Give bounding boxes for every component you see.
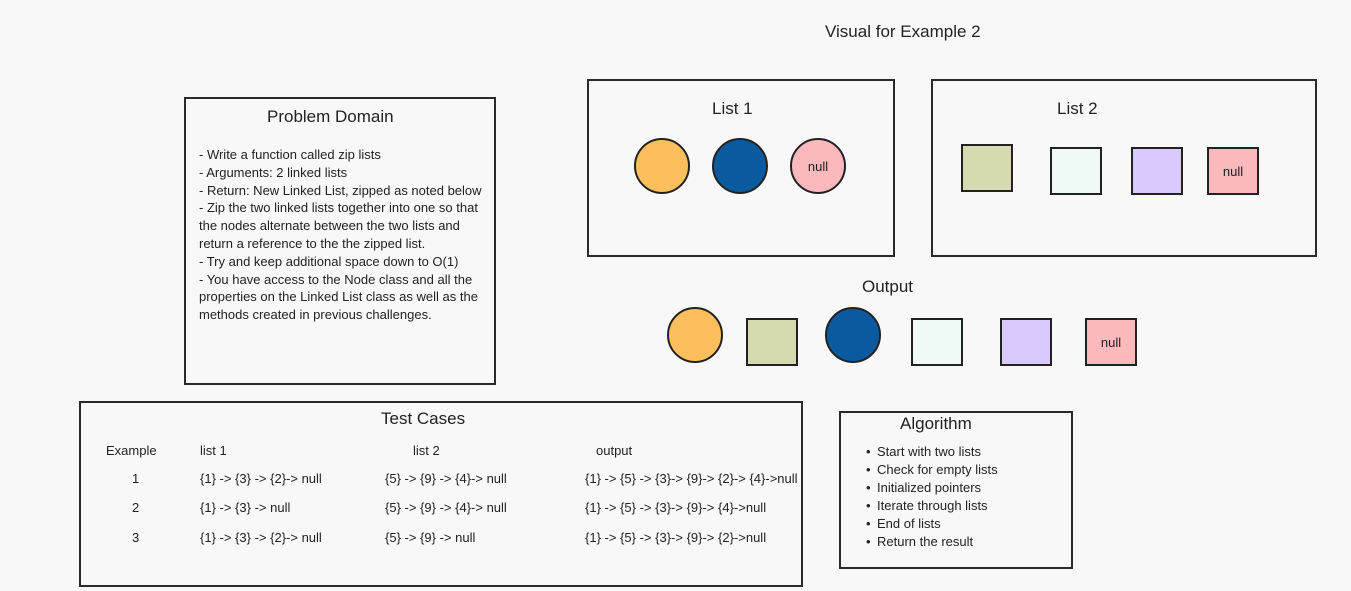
algorithm-steps: Start with two lists Check for empty lis… <box>866 443 998 551</box>
list2-node-2 <box>1050 147 1102 195</box>
domain-line: - Return: New Linked List, zipped as not… <box>199 182 482 198</box>
cell-output: {1} -> {5} -> {3}-> {9}-> {2}-> {4}->nul… <box>585 471 798 486</box>
cell-example: 1 <box>132 471 140 486</box>
algorithm-step: Iterate through lists <box>866 497 998 515</box>
cell-list2: {5} -> {9} -> null <box>385 530 476 545</box>
algorithm-step: Check for empty lists <box>866 461 998 479</box>
cell-output: {1} -> {5} -> {3}-> {9}-> {2}->null <box>585 530 767 545</box>
problem-domain-text: - Write a function called zip lists - Ar… <box>199 146 484 324</box>
header-output: output <box>596 443 633 458</box>
cell-output: {1} -> {5} -> {3}-> {9}-> {4}->null <box>585 500 767 515</box>
header-list1: list 1 <box>200 443 227 458</box>
problem-domain-title: Problem Domain <box>267 107 394 126</box>
test-cases-title: Test Cases <box>381 409 466 428</box>
output-node-2 <box>746 318 798 366</box>
cell-list2: {5} -> {9} -> {4}-> null <box>385 500 507 515</box>
header-list2: list 2 <box>413 443 440 458</box>
list2-node-1 <box>961 144 1013 192</box>
list2-title: List 2 <box>1057 99 1098 118</box>
list1-node-null: null <box>790 138 846 194</box>
list1-node-1 <box>634 138 690 194</box>
list2-node-null: null <box>1207 147 1259 195</box>
header-example: Example <box>106 443 157 458</box>
output-node-4 <box>911 318 963 366</box>
cell-list1: {1} -> {3} -> {2}-> null <box>200 471 322 486</box>
domain-line: - Zip the two linked lists together into… <box>199 200 478 251</box>
cell-list1: {1} -> {3} -> null <box>200 500 291 515</box>
output-node-1 <box>667 307 723 363</box>
cell-example: 3 <box>132 530 140 545</box>
algorithm-title: Algorithm <box>900 414 972 433</box>
problem-domain-panel <box>184 97 496 385</box>
output-node-null: null <box>1085 318 1137 366</box>
output-node-3 <box>825 307 881 363</box>
output-node-5 <box>1000 318 1052 366</box>
domain-line: - Write a function called zip lists <box>199 147 381 162</box>
node-label: null <box>807 158 829 174</box>
algorithm-step: Initialized pointers <box>866 479 998 497</box>
algorithm-step: Start with two lists <box>866 443 998 461</box>
node-label: null <box>1222 163 1244 179</box>
domain-line: - Try and keep additional space down to … <box>199 253 459 269</box>
page-title: Visual for Example 2 <box>825 22 981 41</box>
node-label: null <box>1100 334 1122 350</box>
cell-list1: {1} -> {3} -> {2}-> null <box>200 530 322 545</box>
cell-list2: {5} -> {9} -> {4}-> null <box>385 471 507 486</box>
output-title: Output <box>862 277 914 296</box>
domain-line: - Arguments: 2 linked lists <box>199 164 348 180</box>
algorithm-step: End of lists <box>866 515 998 533</box>
list1-node-2 <box>712 138 768 194</box>
algorithm-step: Return the result <box>866 533 998 551</box>
domain-line: - You have access to the Node class and … <box>199 271 478 323</box>
test-cases-panel <box>79 401 803 587</box>
cell-example: 2 <box>132 500 140 515</box>
list1-title: List 1 <box>712 99 753 118</box>
list2-node-3 <box>1131 147 1183 195</box>
